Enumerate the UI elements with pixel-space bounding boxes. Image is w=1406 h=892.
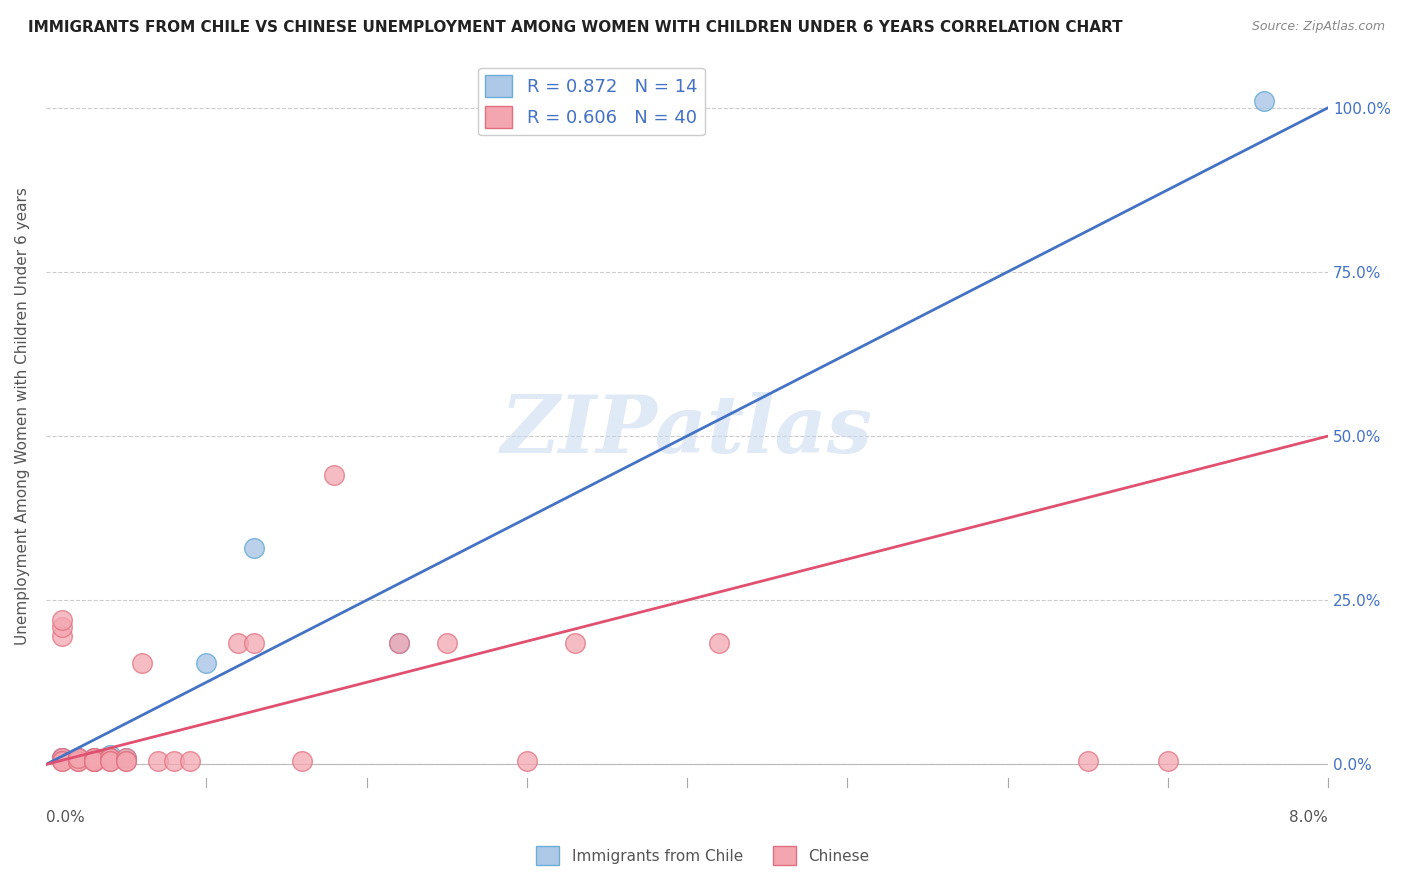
Point <box>66 754 89 768</box>
Text: 8.0%: 8.0% <box>1289 810 1329 825</box>
Point <box>66 754 89 768</box>
Point <box>51 629 73 643</box>
Point <box>83 754 105 768</box>
Point <box>98 754 121 768</box>
Text: IMMIGRANTS FROM CHILE VS CHINESE UNEMPLOYMENT AMONG WOMEN WITH CHILDREN UNDER 6 : IMMIGRANTS FROM CHILE VS CHINESE UNEMPLO… <box>28 20 1123 35</box>
Point <box>226 636 249 650</box>
Point <box>98 751 121 765</box>
Point <box>51 751 73 765</box>
Y-axis label: Unemployment Among Women with Children Under 6 years: Unemployment Among Women with Children U… <box>15 187 30 645</box>
Point <box>243 541 266 555</box>
Point <box>163 754 186 768</box>
Point <box>51 619 73 633</box>
Point <box>115 751 138 765</box>
Point <box>115 754 138 768</box>
Point <box>66 751 89 765</box>
Point <box>83 754 105 768</box>
Point <box>323 468 346 483</box>
Point <box>98 751 121 765</box>
Point <box>83 754 105 768</box>
Legend: Immigrants from Chile, Chinese: Immigrants from Chile, Chinese <box>530 840 876 871</box>
Point <box>115 751 138 765</box>
Point <box>131 656 153 670</box>
Point <box>387 636 409 650</box>
Point <box>195 656 218 670</box>
Point <box>51 751 73 765</box>
Point <box>516 754 538 768</box>
Point <box>83 754 105 768</box>
Point <box>98 747 121 762</box>
Point <box>707 636 730 650</box>
Point <box>436 636 458 650</box>
Point <box>66 751 89 765</box>
Point <box>179 754 201 768</box>
Point <box>51 751 73 765</box>
Point <box>1253 94 1275 108</box>
Point <box>98 751 121 765</box>
Point <box>51 751 73 765</box>
Point <box>51 751 73 765</box>
Point <box>83 751 105 765</box>
Point <box>146 754 169 768</box>
Point <box>66 751 89 765</box>
Point <box>51 754 73 768</box>
Point <box>51 613 73 627</box>
Point <box>1157 754 1180 768</box>
Point <box>98 754 121 768</box>
Point <box>66 751 89 765</box>
Point <box>243 636 266 650</box>
Text: Source: ZipAtlas.com: Source: ZipAtlas.com <box>1251 20 1385 33</box>
Point <box>66 751 89 765</box>
Legend: R = 0.872   N = 14, R = 0.606   N = 40: R = 0.872 N = 14, R = 0.606 N = 40 <box>478 68 704 136</box>
Point <box>83 751 105 765</box>
Point <box>51 754 73 768</box>
Point <box>1077 754 1099 768</box>
Text: ZIPatlas: ZIPatlas <box>501 392 873 469</box>
Point <box>387 636 409 650</box>
Text: 0.0%: 0.0% <box>46 810 84 825</box>
Point <box>564 636 586 650</box>
Point <box>291 754 314 768</box>
Point <box>83 751 105 765</box>
Point <box>83 751 105 765</box>
Point <box>115 754 138 768</box>
